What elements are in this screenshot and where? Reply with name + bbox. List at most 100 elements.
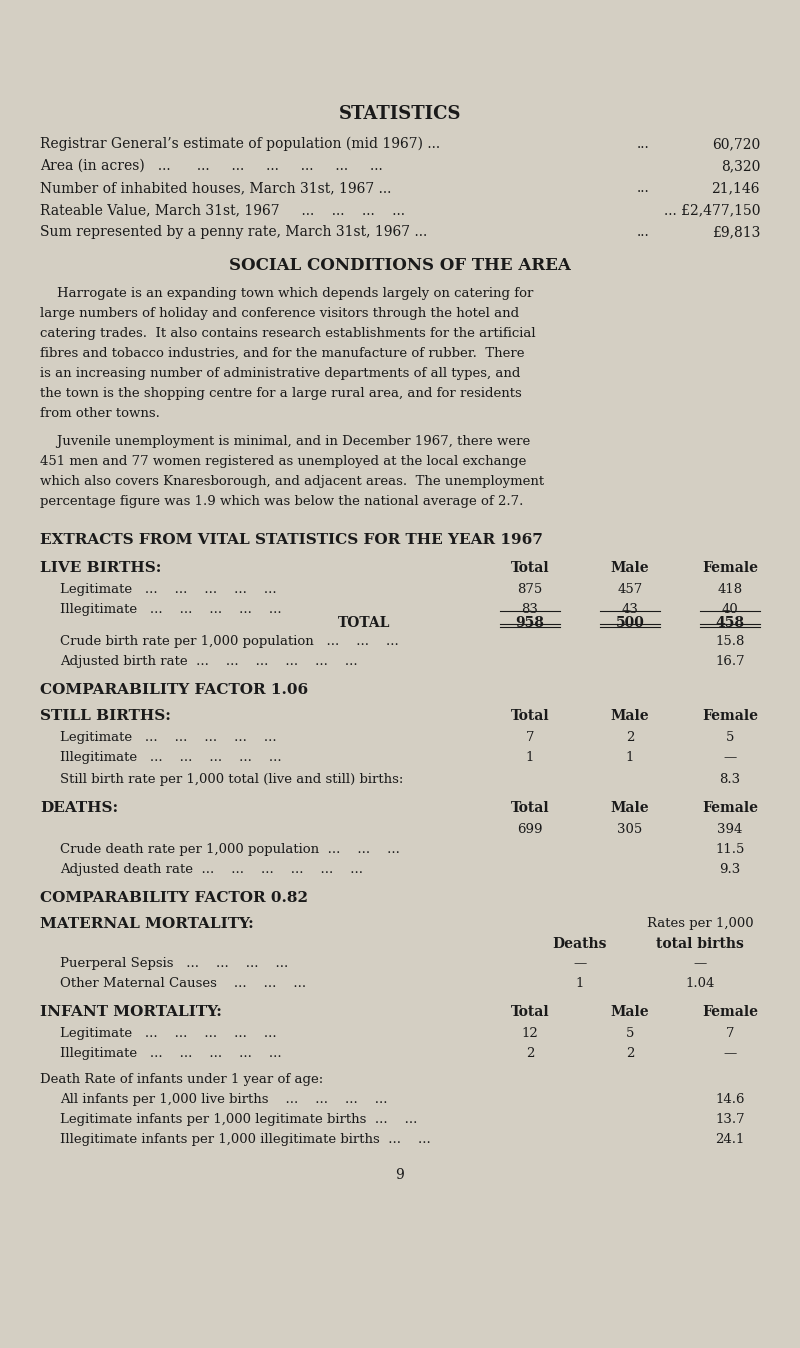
Text: 1.04: 1.04 — [686, 977, 714, 989]
Text: Other Maternal Causes    ...    ...    ...: Other Maternal Causes ... ... ... — [60, 977, 306, 989]
Text: STILL BIRTHS:: STILL BIRTHS: — [40, 709, 171, 723]
Text: 1: 1 — [626, 751, 634, 764]
Text: 14.6: 14.6 — [715, 1093, 745, 1105]
Text: ... £2,477,150: ... £2,477,150 — [663, 204, 760, 217]
Text: —: — — [574, 957, 586, 971]
Text: Legitimate   ...    ...    ...    ...    ...: Legitimate ... ... ... ... ... — [60, 582, 277, 596]
Text: ...: ... — [638, 137, 650, 151]
Text: 1: 1 — [526, 751, 534, 764]
Text: 8.3: 8.3 — [719, 772, 741, 786]
Text: 83: 83 — [522, 603, 538, 616]
Text: Harrogate is an expanding town which depends largely on catering for: Harrogate is an expanding town which dep… — [40, 287, 534, 301]
Text: the town is the shopping centre for a large rural area, and for residents: the town is the shopping centre for a la… — [40, 387, 522, 400]
Text: 500: 500 — [615, 616, 645, 630]
Text: 305: 305 — [618, 824, 642, 836]
Text: 875: 875 — [518, 582, 542, 596]
Text: catering trades.  It also contains research establishments for the artificial: catering trades. It also contains resear… — [40, 328, 536, 340]
Text: 24.1: 24.1 — [715, 1134, 745, 1146]
Text: TOTAL: TOTAL — [338, 616, 390, 630]
Text: 2: 2 — [526, 1047, 534, 1060]
Text: 418: 418 — [718, 582, 742, 596]
Text: 2: 2 — [626, 1047, 634, 1060]
Text: Illegitimate   ...    ...    ...    ...    ...: Illegitimate ... ... ... ... ... — [60, 603, 282, 616]
Text: percentage figure was 1.9 which was below the national average of 2.7.: percentage figure was 1.9 which was belo… — [40, 495, 523, 508]
Text: Legitimate   ...    ...    ...    ...    ...: Legitimate ... ... ... ... ... — [60, 731, 277, 744]
Text: 451 men and 77 women registered as unemployed at the local exchange: 451 men and 77 women registered as unemp… — [40, 456, 526, 468]
Text: Total: Total — [510, 1006, 550, 1019]
Text: Female: Female — [702, 709, 758, 723]
Text: 9.3: 9.3 — [719, 863, 741, 876]
Text: 7: 7 — [726, 1027, 734, 1041]
Text: 13.7: 13.7 — [715, 1113, 745, 1126]
Text: Legitimate   ...    ...    ...    ...    ...: Legitimate ... ... ... ... ... — [60, 1027, 277, 1041]
Text: Male: Male — [610, 1006, 650, 1019]
Text: Illegitimate   ...    ...    ...    ...    ...: Illegitimate ... ... ... ... ... — [60, 751, 282, 764]
Text: —: — — [723, 1047, 737, 1060]
Text: Female: Female — [702, 801, 758, 816]
Text: 7: 7 — [526, 731, 534, 744]
Text: STATISTICS: STATISTICS — [338, 105, 462, 123]
Text: Area (in acres)   ...      ...     ...     ...     ...     ...     ...: Area (in acres) ... ... ... ... ... ... … — [40, 159, 382, 173]
Text: 394: 394 — [718, 824, 742, 836]
Text: from other towns.: from other towns. — [40, 407, 160, 421]
Text: 16.7: 16.7 — [715, 655, 745, 669]
Text: Rateable Value, March 31st, 1967     ...    ...    ...    ...: Rateable Value, March 31st, 1967 ... ...… — [40, 204, 405, 217]
Text: INFANT MORTALITY:: INFANT MORTALITY: — [40, 1006, 222, 1019]
Text: LIVE BIRTHS:: LIVE BIRTHS: — [40, 561, 162, 576]
Text: Still birth rate per 1,000 total (live and still) births:: Still birth rate per 1,000 total (live a… — [60, 772, 403, 786]
Text: 458: 458 — [715, 616, 745, 630]
Text: Deaths: Deaths — [553, 937, 607, 950]
Text: 2: 2 — [626, 731, 634, 744]
Text: Registrar General’s estimate of population (mid 1967) ...: Registrar General’s estimate of populati… — [40, 137, 440, 151]
Text: £9,813: £9,813 — [712, 225, 760, 239]
Text: 958: 958 — [515, 616, 545, 630]
Text: All infants per 1,000 live births    ...    ...    ...    ...: All infants per 1,000 live births ... ..… — [60, 1093, 387, 1105]
Text: fibres and tobacco industries, and for the manufacture of rubber.  There: fibres and tobacco industries, and for t… — [40, 346, 525, 360]
Text: Total: Total — [510, 801, 550, 816]
Text: —: — — [694, 957, 706, 971]
Text: Female: Female — [702, 561, 758, 576]
Text: 5: 5 — [626, 1027, 634, 1041]
Text: is an increasing number of administrative departments of all types, and: is an increasing number of administrativ… — [40, 367, 520, 380]
Text: 9: 9 — [396, 1167, 404, 1182]
Text: Total: Total — [510, 561, 550, 576]
Text: Sum represented by a penny rate, March 31st, 1967 ...: Sum represented by a penny rate, March 3… — [40, 225, 427, 239]
Text: Male: Male — [610, 801, 650, 816]
Text: DEATHS:: DEATHS: — [40, 801, 118, 816]
Text: SOCIAL CONDITIONS OF THE AREA: SOCIAL CONDITIONS OF THE AREA — [229, 257, 571, 274]
Text: Female: Female — [702, 1006, 758, 1019]
Text: ...: ... — [638, 181, 650, 195]
Text: Death Rate of infants under 1 year of age:: Death Rate of infants under 1 year of ag… — [40, 1073, 323, 1086]
Text: 699: 699 — [518, 824, 542, 836]
Text: Male: Male — [610, 561, 650, 576]
Text: Male: Male — [610, 709, 650, 723]
Text: COMPARABILITY FACTOR 1.06: COMPARABILITY FACTOR 1.06 — [40, 683, 308, 697]
Text: which also covers Knaresborough, and adjacent areas.  The unemployment: which also covers Knaresborough, and adj… — [40, 474, 544, 488]
Text: Illegitimate   ...    ...    ...    ...    ...: Illegitimate ... ... ... ... ... — [60, 1047, 282, 1060]
Text: MATERNAL MORTALITY:: MATERNAL MORTALITY: — [40, 917, 254, 931]
Text: Crude death rate per 1,000 population  ...    ...    ...: Crude death rate per 1,000 population ..… — [60, 842, 400, 856]
Text: Adjusted birth rate  ...    ...    ...    ...    ...    ...: Adjusted birth rate ... ... ... ... ... … — [60, 655, 358, 669]
Text: 21,146: 21,146 — [711, 181, 760, 195]
Text: 11.5: 11.5 — [715, 842, 745, 856]
Text: —: — — [723, 751, 737, 764]
Text: 457: 457 — [618, 582, 642, 596]
Text: Total: Total — [510, 709, 550, 723]
Text: Adjusted death rate  ...    ...    ...    ...    ...    ...: Adjusted death rate ... ... ... ... ... … — [60, 863, 363, 876]
Text: 12: 12 — [522, 1027, 538, 1041]
Text: 1: 1 — [576, 977, 584, 989]
Text: EXTRACTS FROM VITAL STATISTICS FOR THE YEAR 1967: EXTRACTS FROM VITAL STATISTICS FOR THE Y… — [40, 532, 543, 547]
Text: 15.8: 15.8 — [715, 635, 745, 648]
Text: 40: 40 — [722, 603, 738, 616]
Text: Legitimate infants per 1,000 legitimate births  ...    ...: Legitimate infants per 1,000 legitimate … — [60, 1113, 418, 1126]
Text: Illegitimate infants per 1,000 illegitimate births  ...    ...: Illegitimate infants per 1,000 illegitim… — [60, 1134, 430, 1146]
Text: ...: ... — [638, 225, 650, 239]
Text: total births: total births — [656, 937, 744, 950]
Text: Number of inhabited houses, March 31st, 1967 ...: Number of inhabited houses, March 31st, … — [40, 181, 391, 195]
Text: Rates per 1,000: Rates per 1,000 — [646, 917, 754, 930]
Text: COMPARABILITY FACTOR 0.82: COMPARABILITY FACTOR 0.82 — [40, 891, 308, 905]
Text: Juvenile unemployment is minimal, and in December 1967, there were: Juvenile unemployment is minimal, and in… — [40, 435, 530, 448]
Text: large numbers of holiday and conference visitors through the hotel and: large numbers of holiday and conference … — [40, 307, 519, 319]
Text: Puerperal Sepsis   ...    ...    ...    ...: Puerperal Sepsis ... ... ... ... — [60, 957, 288, 971]
Text: 60,720: 60,720 — [712, 137, 760, 151]
